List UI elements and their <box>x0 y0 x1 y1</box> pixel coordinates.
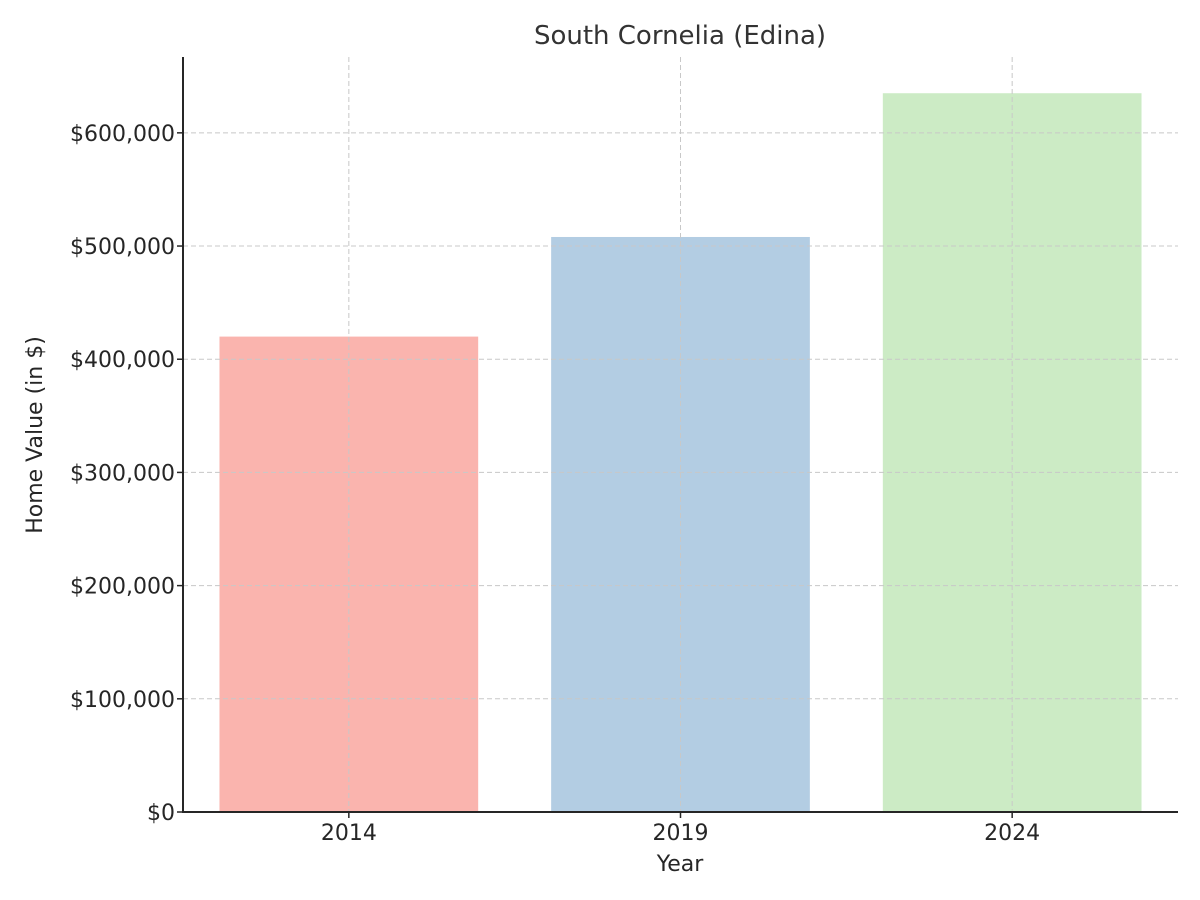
y-tick-label: $0 <box>147 801 175 826</box>
x-axis-title: Year <box>656 852 705 877</box>
tick-layer: $0 $100,000 $200,000 $300,000 $400,000 $500,0… <box>70 122 1040 846</box>
x-tick-label: 2019 <box>653 821 709 846</box>
x-tick-label: 2024 <box>984 821 1040 846</box>
y-tick-label: $500,000 <box>70 235 175 260</box>
y-tick-label: $600,000 <box>70 122 175 147</box>
y-axis-title: Home Value (in $) <box>23 336 48 534</box>
x-tick-label: 2014 <box>321 821 377 846</box>
grid-layer <box>183 57 1178 812</box>
y-tick-label: $200,000 <box>70 575 175 600</box>
y-tick-label: $400,000 <box>70 348 175 373</box>
y-tick-label: $300,000 <box>70 461 175 486</box>
chart-title: South Cornelia (Edina) <box>534 21 826 51</box>
y-tick-label: $100,000 <box>70 688 175 713</box>
